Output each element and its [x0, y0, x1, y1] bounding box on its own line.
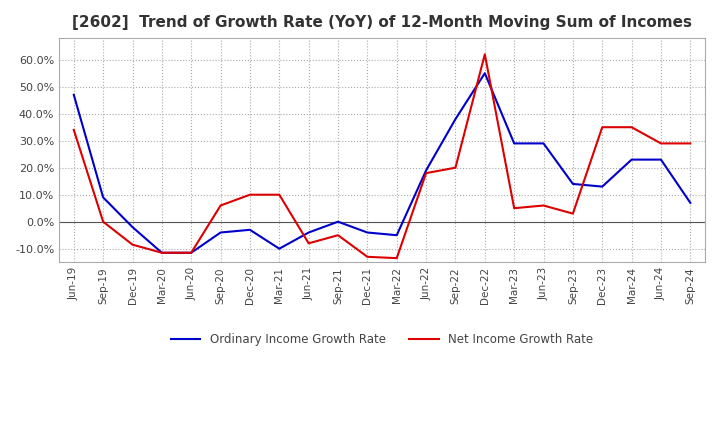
Ordinary Income Growth Rate	[510, 141, 518, 146]
Net Income Growth Rate	[246, 192, 254, 198]
Ordinary Income Growth Rate	[392, 233, 401, 238]
Net Income Growth Rate	[216, 203, 225, 208]
Net Income Growth Rate	[422, 170, 431, 176]
Legend: Ordinary Income Growth Rate, Net Income Growth Rate: Ordinary Income Growth Rate, Net Income …	[166, 328, 598, 350]
Ordinary Income Growth Rate	[363, 230, 372, 235]
Net Income Growth Rate	[686, 141, 695, 146]
Ordinary Income Growth Rate	[598, 184, 606, 189]
Net Income Growth Rate	[510, 205, 518, 211]
Net Income Growth Rate	[598, 125, 606, 130]
Net Income Growth Rate	[451, 165, 460, 170]
Net Income Growth Rate	[128, 242, 137, 247]
Ordinary Income Growth Rate	[333, 219, 342, 224]
Net Income Growth Rate	[627, 125, 636, 130]
Ordinary Income Growth Rate	[216, 230, 225, 235]
Net Income Growth Rate	[99, 219, 107, 224]
Net Income Growth Rate	[187, 250, 196, 255]
Net Income Growth Rate	[333, 233, 342, 238]
Net Income Growth Rate	[305, 241, 313, 246]
Net Income Growth Rate	[363, 254, 372, 260]
Ordinary Income Growth Rate	[69, 92, 78, 97]
Ordinary Income Growth Rate	[422, 168, 431, 173]
Net Income Growth Rate	[69, 127, 78, 132]
Net Income Growth Rate	[657, 141, 665, 146]
Ordinary Income Growth Rate	[128, 224, 137, 230]
Ordinary Income Growth Rate	[480, 70, 489, 76]
Net Income Growth Rate	[539, 203, 548, 208]
Net Income Growth Rate	[158, 250, 166, 255]
Net Income Growth Rate	[480, 51, 489, 57]
Ordinary Income Growth Rate	[99, 195, 107, 200]
Ordinary Income Growth Rate	[569, 181, 577, 187]
Ordinary Income Growth Rate	[275, 246, 284, 251]
Net Income Growth Rate	[275, 192, 284, 198]
Ordinary Income Growth Rate	[627, 157, 636, 162]
Ordinary Income Growth Rate	[539, 141, 548, 146]
Title: [2602]  Trend of Growth Rate (YoY) of 12-Month Moving Sum of Incomes: [2602] Trend of Growth Rate (YoY) of 12-…	[72, 15, 692, 30]
Ordinary Income Growth Rate	[187, 250, 196, 255]
Ordinary Income Growth Rate	[451, 117, 460, 122]
Ordinary Income Growth Rate	[246, 227, 254, 232]
Net Income Growth Rate	[392, 256, 401, 261]
Ordinary Income Growth Rate	[305, 230, 313, 235]
Ordinary Income Growth Rate	[657, 157, 665, 162]
Ordinary Income Growth Rate	[158, 250, 166, 255]
Line: Net Income Growth Rate: Net Income Growth Rate	[73, 54, 690, 258]
Line: Ordinary Income Growth Rate: Ordinary Income Growth Rate	[73, 73, 690, 253]
Ordinary Income Growth Rate	[686, 200, 695, 205]
Net Income Growth Rate	[569, 211, 577, 216]
